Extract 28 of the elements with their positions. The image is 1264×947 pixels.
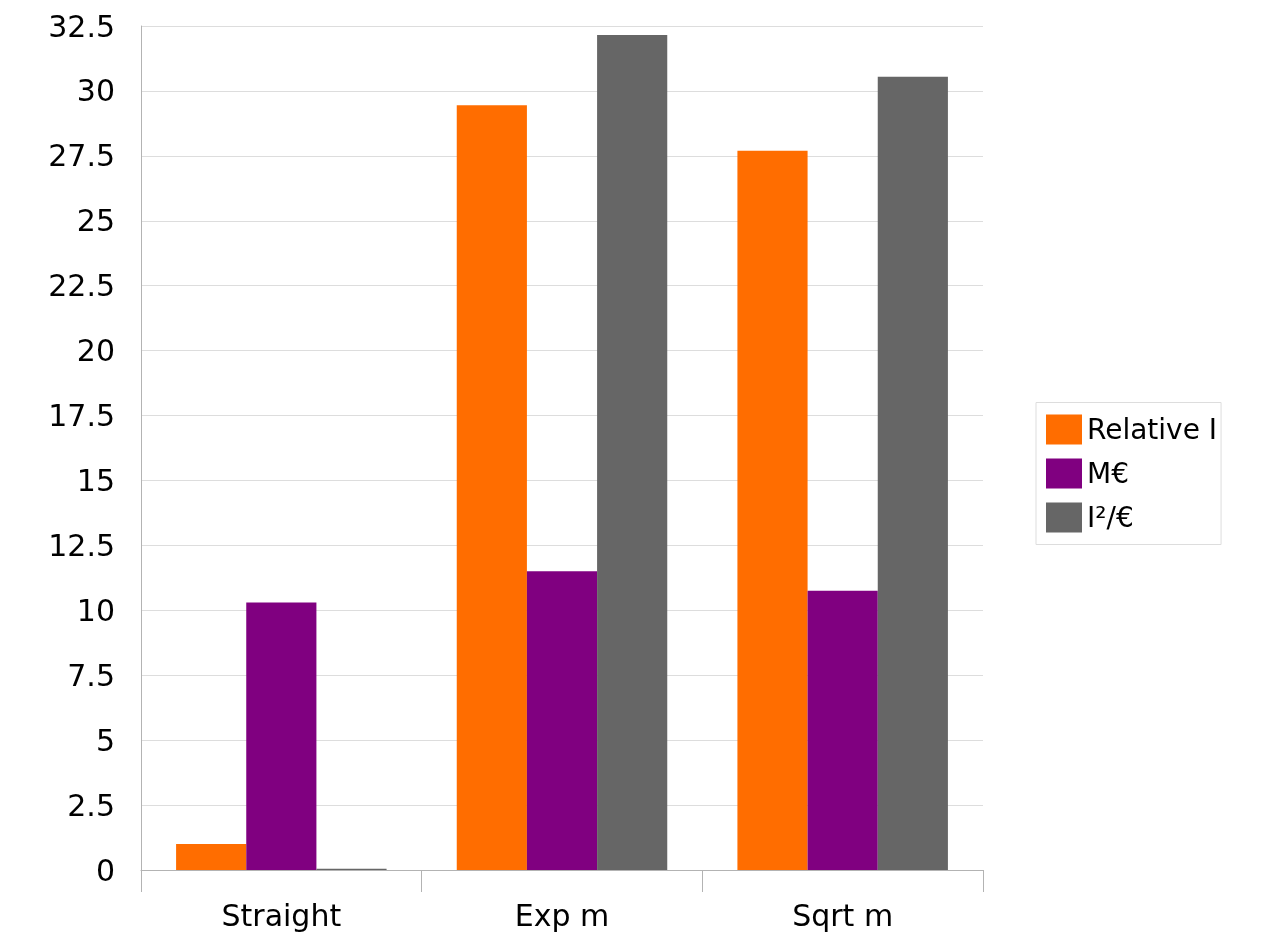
legend-label: Relative I (1087, 413, 1218, 446)
y-tick-label: 17.5 (48, 398, 115, 434)
x-tick-label: Straight (221, 897, 342, 933)
bar (246, 602, 317, 870)
y-tick-label: 22.5 (48, 268, 115, 304)
legend-label: M€ (1087, 457, 1129, 490)
y-tick-label: 2.5 (67, 787, 115, 823)
y-tick-label: 0 (95, 852, 115, 888)
y-tick-label: 27.5 (48, 138, 115, 174)
bar (176, 844, 247, 870)
y-tick-label: 25 (76, 203, 115, 239)
bar (807, 590, 878, 870)
x-tick-label: Exp m (514, 897, 610, 933)
y-tick-label: 12.5 (48, 527, 115, 563)
y-tick-label: 5 (95, 722, 115, 758)
y-tick-label: 30 (76, 73, 115, 109)
bar (526, 571, 598, 870)
legend-label: I²/€ (1087, 501, 1134, 534)
bar (737, 150, 808, 870)
y-tick-label: 10 (76, 592, 115, 628)
y-tick-label: 32.5 (48, 8, 115, 44)
y-tick-label: 15 (76, 462, 115, 498)
x-tick-label: Sqrt m (792, 897, 894, 933)
y-tick-label: 7.5 (67, 657, 115, 693)
bar (877, 76, 948, 870)
y-tick-label: 20 (76, 333, 115, 369)
bar (597, 35, 668, 870)
bar (456, 105, 527, 870)
